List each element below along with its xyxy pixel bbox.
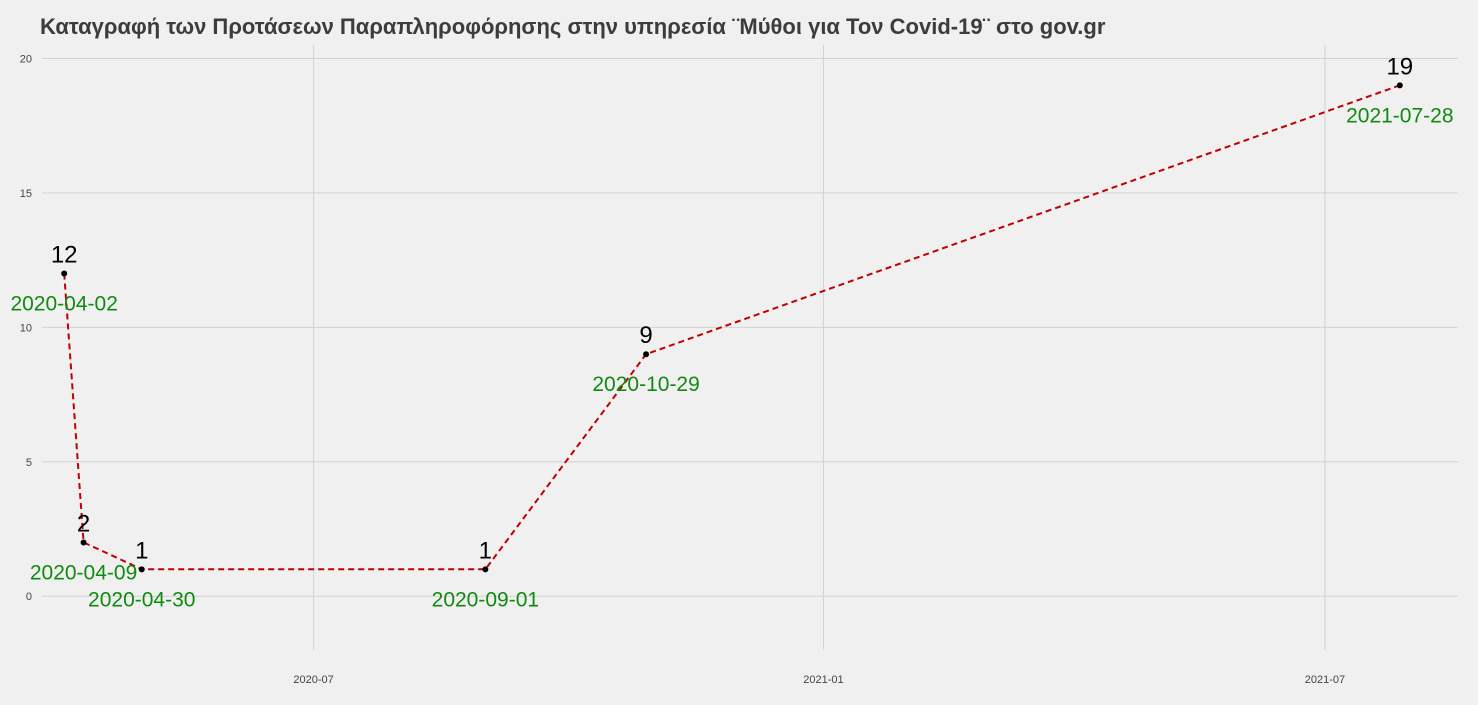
data-point [1396,82,1403,89]
data-points [61,82,1403,573]
value-label: 12 [51,242,78,269]
date-label: 2020-04-02 [10,293,117,316]
date-label: 2020-10-29 [592,373,699,396]
x-tick-label: 2021-01 [803,674,843,686]
data-point [643,351,650,358]
x-axis-ticks: 2020-07 2021-01 2021-07 [293,674,1345,686]
y-tick-label: 20 [20,53,32,65]
x-tick-label: 2020-07 [293,674,333,686]
data-point [138,566,145,573]
y-tick-label: 0 [26,591,32,603]
value-label: 1 [479,537,492,564]
value-label: 9 [639,322,652,349]
date-label: 2020-09-01 [432,588,539,611]
date-label: 2020-04-30 [88,588,195,611]
value-label: 19 [1386,53,1413,80]
y-tick-label: 10 [20,322,32,334]
value-label: 2 [77,510,90,537]
value-label: 1 [135,537,148,564]
date-label: 2021-07-28 [1346,104,1453,127]
grid-lines [42,45,1458,650]
data-point [61,270,68,277]
data-labels: 122020-04-0222020-04-0912020-04-3012020-… [10,53,1453,611]
data-point [80,539,87,546]
chart-title: Καταγραφή των Προτάσεων Παραπληροφόρησης… [40,14,1106,39]
series-line-group [63,84,1401,571]
y-axis-ticks: 0 5 10 15 20 [20,53,32,603]
series-line [63,84,1401,571]
y-tick-label: 15 [20,188,32,200]
date-label: 2020-04-09 [30,561,137,584]
data-point [482,566,489,573]
y-tick-label: 5 [26,457,32,469]
x-tick-label: 2021-07 [1305,674,1345,686]
